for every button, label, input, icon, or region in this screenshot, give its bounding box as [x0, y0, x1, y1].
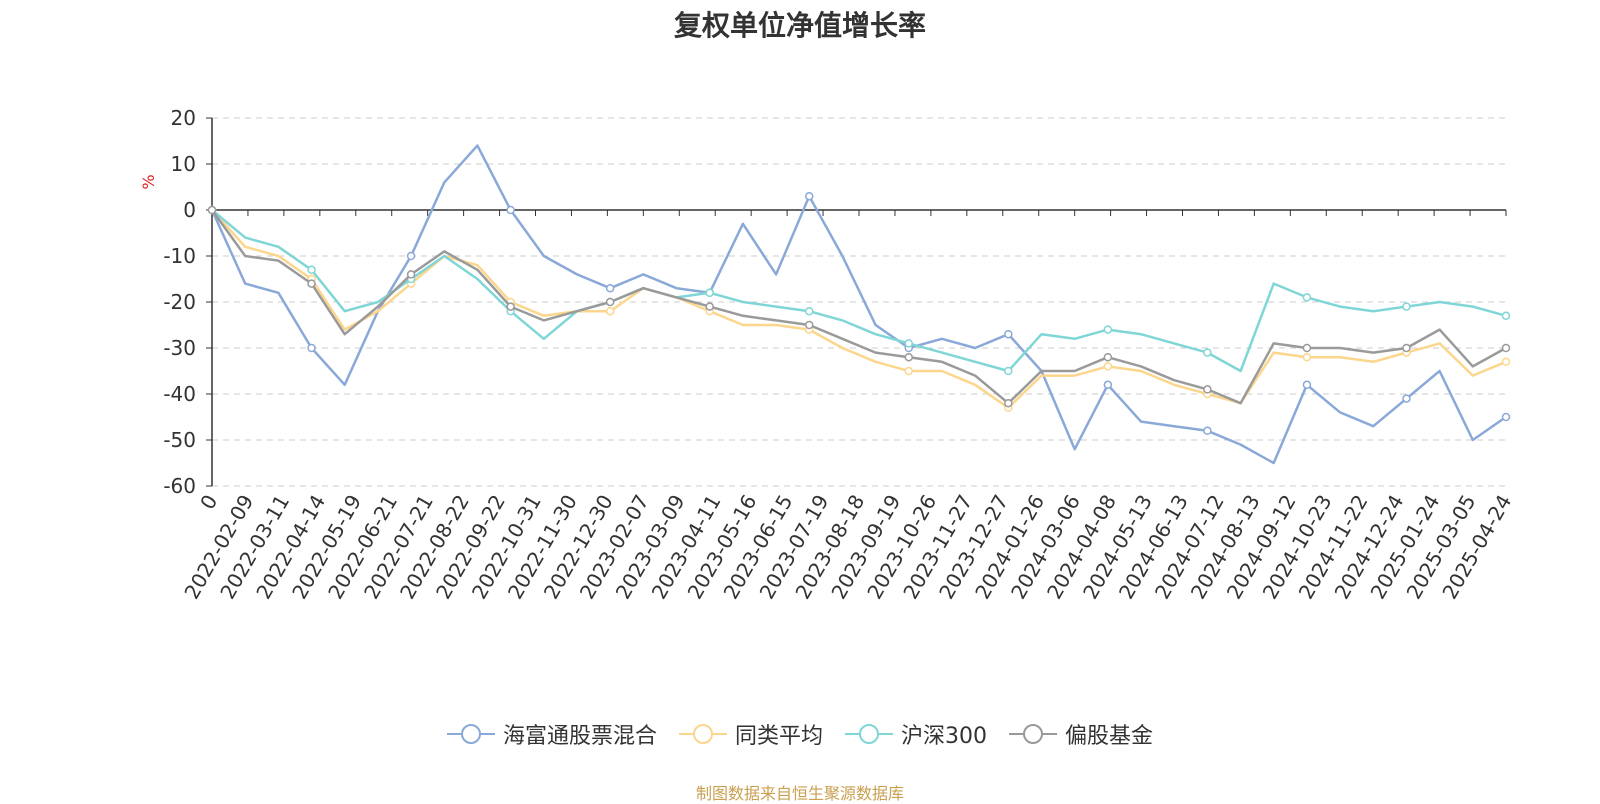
- series-line-3: [210, 209, 1507, 405]
- series-point-2: [1501, 311, 1511, 321]
- y-tick-label: 0: [183, 198, 196, 222]
- legend-label: 海富通股票混合: [502, 724, 657, 749]
- legend-marker-icon: [845, 724, 893, 744]
- series-point-2: [307, 265, 316, 275]
- series-point-1: [1302, 352, 1312, 362]
- series-point-3: [1103, 352, 1113, 362]
- series-point-2: [1302, 293, 1312, 302]
- series-point-2: [1203, 348, 1212, 357]
- series-point-0: [1501, 412, 1511, 422]
- series-point-2: [804, 306, 814, 316]
- line-chart: 20100-10-20-30-40-50-60%02022-02-092022-…: [139, 106, 1516, 603]
- legend-item[interactable]: 沪深300: [845, 718, 987, 750]
- legend-label: 偏股基金: [1065, 724, 1154, 749]
- series-point-3: [904, 352, 914, 362]
- series-point-1: [605, 306, 615, 316]
- y-tick-label: -20: [163, 290, 196, 314]
- series-point-0: [506, 205, 515, 215]
- series-point-3: [506, 302, 515, 311]
- axes: [206, 117, 1507, 487]
- series-point-0: [307, 343, 316, 353]
- series-point-2: [1004, 366, 1013, 376]
- series-point-2: [904, 339, 914, 348]
- series-point-3: [1203, 385, 1212, 394]
- series-lines: [207, 144, 1511, 465]
- y-tick-label: 20: [171, 106, 196, 130]
- series-point-0: [1103, 380, 1113, 390]
- series-point-2: [1402, 302, 1411, 311]
- y-tick-label: -10: [163, 244, 196, 268]
- legend-label: 沪深300: [901, 724, 987, 749]
- series-point-3: [1004, 398, 1013, 408]
- series-point-0: [1302, 380, 1312, 390]
- y-tick-label: 10: [171, 152, 196, 176]
- series-point-3: [804, 320, 814, 330]
- series-point-0: [1203, 426, 1212, 436]
- gridlines: [212, 117, 1506, 487]
- series-point-0: [605, 283, 615, 293]
- series-point-3: [207, 205, 217, 215]
- series-point-3: [406, 270, 416, 279]
- y-tick-label: -60: [163, 474, 196, 498]
- chart-title: 复权单位净值增长率: [673, 9, 926, 42]
- series-point-0: [1004, 329, 1013, 339]
- series-point-1: [1103, 362, 1113, 371]
- x-tick-label: 0: [195, 491, 222, 514]
- series-line-1: [211, 209, 1507, 410]
- series-point-3: [1402, 343, 1411, 353]
- series-line-0: [210, 144, 1507, 465]
- series-point-0: [1402, 394, 1411, 403]
- legend-marker-icon: [1009, 724, 1057, 744]
- source-note: 制图数据来自恒生聚源数据库: [695, 784, 904, 803]
- series-point-3: [705, 302, 714, 311]
- legend-label: 同类平均: [734, 724, 823, 749]
- series-point-3: [1501, 343, 1511, 353]
- y-tick-label: -40: [163, 382, 196, 406]
- series-point-3: [605, 297, 615, 307]
- legend-marker-icon: [446, 724, 495, 744]
- legend-item[interactable]: 海富通股票混合: [446, 718, 657, 750]
- legend-item[interactable]: 偏股基金: [1009, 718, 1153, 750]
- legend-marker-icon: [678, 724, 727, 744]
- series-point-1: [1501, 357, 1511, 367]
- series-point-1: [904, 366, 914, 376]
- tick-labels: 20100-10-20-30-40-50-60%02022-02-092022-…: [139, 106, 1516, 603]
- series-point-0: [804, 191, 814, 201]
- y-tick-label: -50: [163, 428, 196, 452]
- series-point-2: [705, 288, 714, 298]
- series-point-3: [307, 279, 316, 288]
- y-axis-label: %: [139, 174, 158, 189]
- legend-item[interactable]: 同类平均: [678, 718, 823, 750]
- series-point-3: [1302, 343, 1312, 353]
- series-point-0: [406, 251, 416, 261]
- series-line-2: [211, 209, 1507, 373]
- legend: 海富通股票混合 同类平均 沪深300 偏股基金: [0, 718, 1600, 750]
- y-tick-label: -30: [163, 336, 196, 360]
- series-point-2: [1103, 325, 1113, 334]
